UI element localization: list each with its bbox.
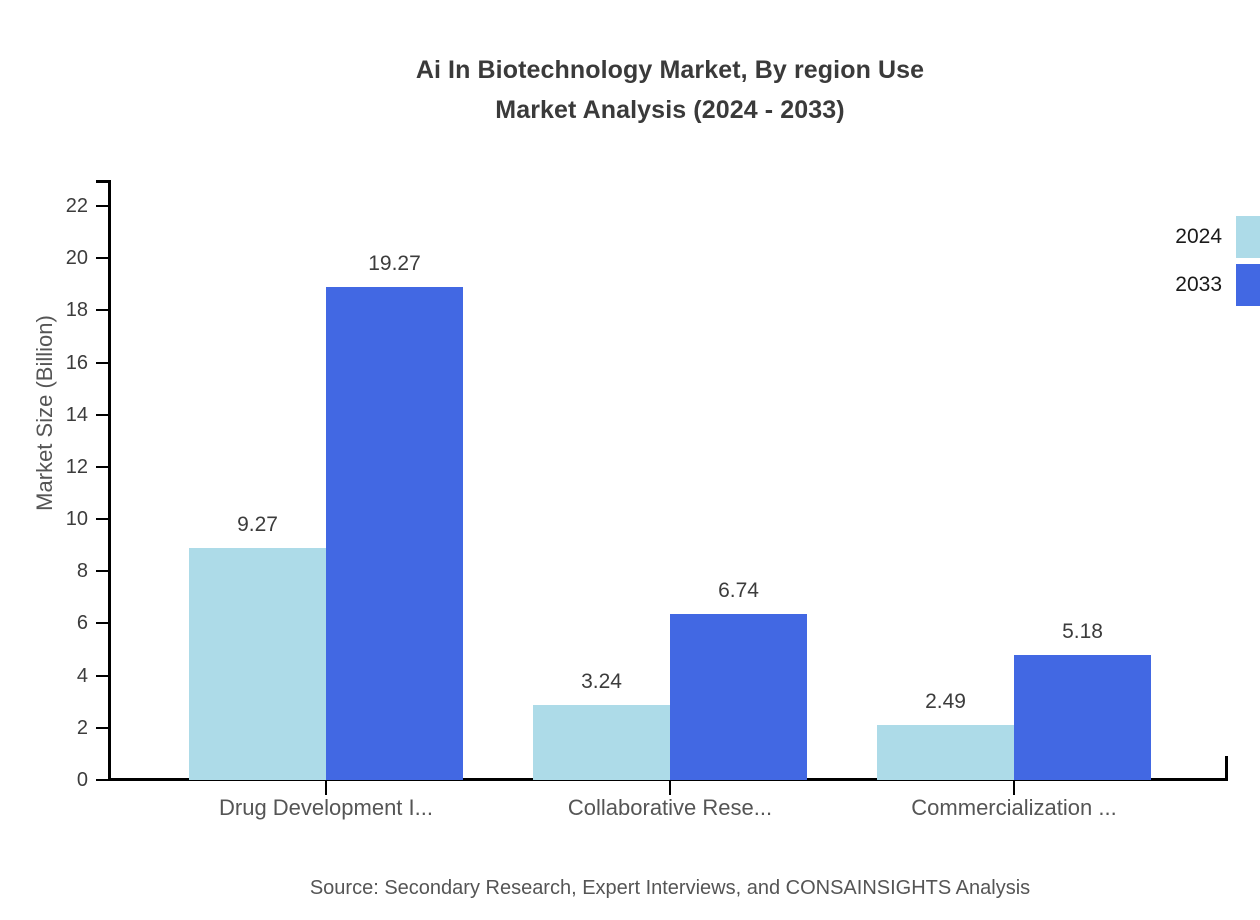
bar-2033-2[interactable] [670,614,807,780]
y-axis-tick-label: 16 [65,351,88,374]
bar-2033-3[interactable] [1014,654,1151,780]
y-axis-tick [96,726,109,729]
bar-value-label: 9.27 [237,513,278,537]
bar-value-label: 19.27 [368,252,421,276]
y-axis-tick-label: 20 [65,247,88,270]
x-axis-tick [1013,781,1015,795]
y-axis-tick-label: 4 [76,664,88,687]
x-axis-tick [325,781,327,795]
y-axis-tick-label: 6 [76,612,88,635]
bar-2024-2[interactable] [533,705,670,780]
y-axis-tick-label: 22 [65,195,88,218]
y-axis-tick [96,622,109,625]
legend-label: 2024 [1175,225,1222,248]
bar-2024-3[interactable] [877,725,1014,780]
legend-label: 2033 [1175,273,1222,296]
legend-swatch [1236,264,1260,306]
y-axis-tick-label: 0 [76,769,88,791]
x-axis-category-label: Drug Development I... [219,795,433,820]
y-axis-tick [96,779,109,781]
y-axis-tick [96,309,109,312]
x-axis-right-cap [1225,756,1228,781]
x-axis-category-label: Commercialization ... [911,795,1117,820]
y-axis-tick-label: 10 [65,508,88,531]
y-axis-tick [96,205,109,208]
y-axis-tick-label: 2 [76,716,88,739]
bar-value-label: 5.18 [1062,619,1103,643]
bar-2024-1[interactable] [189,548,326,780]
y-axis-tick [96,570,109,573]
y-axis-tick [96,413,109,416]
y-axis-tick [96,257,109,260]
bar-value-label: 3.24 [581,670,622,694]
y-axis-tick [96,465,109,468]
y-axis-tick-label: 14 [65,403,88,426]
x-axis-category-label: Collaborative Rese... [567,795,773,820]
y-axis-top-cap [96,180,111,183]
chart-title-line-1: Ai In Biotechnology Market, By region Us… [415,56,925,84]
y-axis-tick-label: 8 [76,560,88,583]
bar-value-label: 2.49 [925,690,966,714]
y-axis-tick-label: 18 [65,299,88,322]
legend-swatch [1236,216,1260,258]
y-axis-tick-label: 12 [65,455,88,478]
bar-2033-1[interactable] [326,287,463,780]
y-axis-spine [108,180,111,781]
source-note: Source: Secondary Research, Expert Inter… [309,877,1031,899]
y-axis-tick [96,674,109,677]
chart-title-line-2: Market Analysis (2024 - 2033) [495,96,845,124]
y-axis-tick [96,518,109,521]
y-axis-tick [96,361,109,364]
x-axis-tick [669,781,671,795]
bar-value-label: 6.74 [718,579,759,603]
chart-title: Ai In Biotechnology Market, By region Us… [0,50,1260,130]
